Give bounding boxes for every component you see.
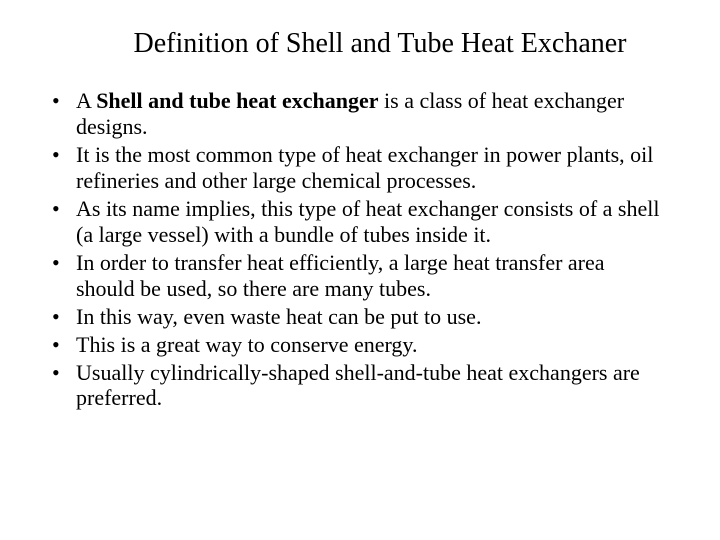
bullet-post: It is the most common type of heat excha…	[76, 142, 653, 193]
list-item: In order to transfer heat efficiently, a…	[48, 250, 664, 302]
list-item: A Shell and tube heat exchanger is a cla…	[48, 88, 664, 140]
list-item: This is a great way to conserve energy.	[48, 332, 664, 358]
bullet-pre: A	[76, 88, 96, 113]
slide: Definition of Shell and Tube Heat Exchan…	[0, 0, 720, 540]
list-item: As its name implies, this type of heat e…	[48, 196, 664, 248]
bullet-post: In this way, even waste heat can be put …	[76, 304, 481, 329]
bullet-post: As its name implies, this type of heat e…	[76, 196, 659, 247]
bullet-bold: Shell and tube heat exchanger	[96, 88, 378, 113]
bullet-list: A Shell and tube heat exchanger is a cla…	[48, 88, 672, 411]
list-item: It is the most common type of heat excha…	[48, 142, 664, 194]
bullet-post: This is a great way to conserve energy.	[76, 332, 418, 357]
bullet-post: In order to transfer heat efficiently, a…	[76, 250, 605, 301]
bullet-post: Usually cylindrically-shaped shell-and-t…	[76, 360, 640, 411]
list-item: Usually cylindrically-shaped shell-and-t…	[48, 360, 664, 412]
slide-title: Definition of Shell and Tube Heat Exchan…	[48, 28, 672, 60]
list-item: In this way, even waste heat can be put …	[48, 304, 664, 330]
